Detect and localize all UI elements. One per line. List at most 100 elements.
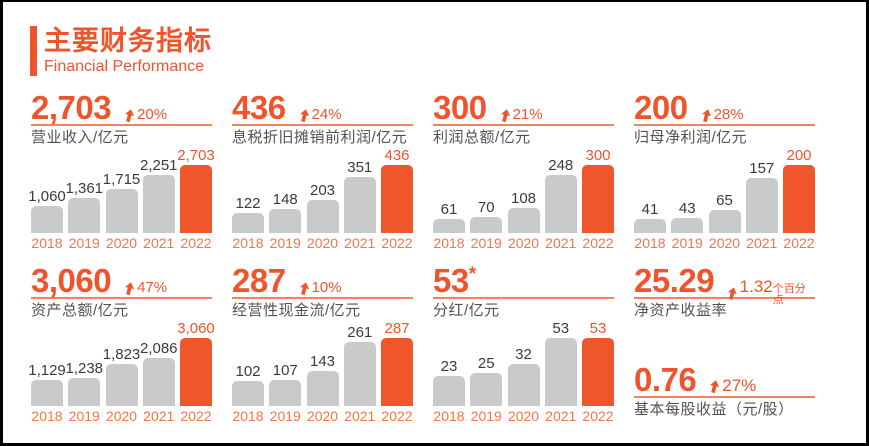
bar-chart-dividend: 23 2018 25 2019 32 2020 53 2021 53 2022 — [433, 321, 614, 424]
bar-column: 23 2018 — [433, 321, 465, 424]
year-label: 2018 — [31, 235, 63, 251]
bar-highlighted — [381, 338, 413, 406]
bar-value-label: 53 — [589, 320, 607, 337]
bar-value-label: 25 — [477, 355, 495, 372]
change-percent: 20% — [137, 106, 168, 123]
year-label: 2020 — [507, 235, 540, 251]
bar-column: 1,060 2018 — [28, 148, 66, 251]
bar-column: 25 2019 — [470, 321, 503, 424]
year-label: 2021 — [143, 235, 175, 251]
metric-label: 营业收入/亿元 — [31, 129, 129, 146]
bar-value-label: 1,129 — [28, 362, 66, 379]
bar — [68, 378, 101, 406]
bar-value-label: 70 — [477, 199, 495, 216]
change-percent: 47% — [137, 279, 168, 296]
bar — [507, 208, 540, 233]
year-label: 2021 — [746, 235, 778, 251]
bar-chart-net-profit: 41 2018 43 2019 65 2020 157 2021 200 2022 — [634, 148, 815, 251]
metric-change: 10% — [299, 280, 342, 295]
bar-column: 300 2022 — [582, 148, 614, 251]
year-label: 2019 — [68, 408, 100, 424]
metric-headline-row: 2,703 20% — [31, 89, 212, 126]
bar-value-label: 43 — [678, 200, 696, 217]
metric-value: 300 — [433, 89, 487, 126]
bar-column: 203 2020 — [306, 148, 339, 251]
metric-change: 47% — [124, 280, 167, 295]
year-label: 2019 — [470, 235, 502, 251]
bar-column: 2,703 2022 — [177, 148, 215, 251]
bar-highlighted — [582, 165, 614, 233]
year-label: 2020 — [306, 408, 339, 424]
up-arrow-icon — [728, 287, 737, 300]
bar-value-label: 2,086 — [139, 340, 178, 357]
metric-label: 息税折旧摊销前利润/亿元 — [232, 129, 408, 146]
accent-bar — [30, 26, 37, 76]
bar-column: 107 2019 — [269, 321, 302, 424]
up-arrow-icon — [701, 109, 711, 122]
bar-column: 2,251 2021 — [139, 148, 178, 251]
metric-value: 0.76 — [634, 361, 697, 398]
metric-value: 25.29 — [634, 262, 715, 299]
year-label: 2022 — [582, 235, 614, 251]
year-label: 2020 — [306, 235, 339, 251]
year-label: 2019 — [269, 235, 301, 251]
bar-column: 53 2021 — [544, 320, 577, 424]
bar — [470, 217, 503, 233]
year-label: 2022 — [381, 408, 413, 424]
metric-label: 资产总额/亿元 — [31, 302, 129, 319]
bar-value-label: 300 — [585, 147, 611, 164]
bar-column: 143 2020 — [306, 321, 339, 424]
bar — [232, 213, 264, 233]
bar-value-label: 108 — [510, 190, 537, 207]
metric-footnote-mark: * — [468, 264, 477, 285]
year-label: 2021 — [545, 235, 577, 251]
metric-headline-row: 0.76 27% — [634, 361, 815, 398]
bar-value-label: 65 — [716, 192, 733, 209]
year-label: 2022 — [582, 408, 614, 424]
bar-value-label: 53 — [552, 320, 570, 337]
year-label: 2018 — [232, 235, 264, 251]
metric-value: 200 — [634, 89, 688, 126]
year-label: 2021 — [143, 408, 175, 424]
bar-value-label: 1,361 — [65, 180, 104, 197]
bar-column: 61 2018 — [433, 148, 465, 251]
bar-value-label: 3,060 — [177, 320, 215, 337]
bar-column: 2,086 2021 — [139, 321, 178, 424]
bar-column: 261 2021 — [343, 321, 376, 424]
bar-value-label: 1,060 — [28, 188, 66, 205]
bar — [745, 178, 778, 233]
bar — [31, 206, 63, 233]
bar-column: 108 2020 — [507, 148, 540, 251]
metric-value: 3,060 — [31, 262, 112, 299]
year-label: 2018 — [433, 408, 465, 424]
bar-value-label: 23 — [440, 358, 458, 375]
bar-highlighted — [582, 338, 614, 406]
metric-headline-row: 436 24% — [232, 91, 413, 126]
bar — [343, 177, 376, 233]
bar — [232, 381, 264, 406]
bar-value-label: 203 — [309, 182, 336, 199]
bar-value-label: 1,238 — [65, 360, 104, 377]
bar-column: 41 2018 — [634, 148, 666, 251]
year-label: 2018 — [634, 235, 666, 251]
metric-change: 21% — [500, 107, 543, 122]
bar-value-label: 122 — [235, 195, 261, 212]
bar — [142, 358, 175, 406]
bar-value-label: 2,251 — [139, 157, 178, 174]
bar-value-label: 61 — [440, 201, 458, 218]
change-percent: 28% — [713, 106, 744, 123]
up-arrow-icon — [125, 109, 135, 122]
metric-panel-ebitda: 436 24% 息税折旧摊销前利润/亿元 122 2018 148 2019 203 20… — [232, 91, 413, 251]
metric-label: 净资产收益率 — [634, 302, 728, 319]
change-percent: 24% — [311, 106, 342, 123]
year-label: 2022 — [180, 408, 212, 424]
up-arrow-icon — [299, 282, 309, 295]
metric-value: 2,703 — [31, 89, 112, 126]
header-text: 主要财务指标 Financial Performance — [44, 26, 212, 76]
change-percent: 21% — [512, 106, 543, 123]
metric-label: 分红/亿元 — [433, 302, 500, 319]
year-label: 2019 — [269, 408, 301, 424]
bar-column: 287 2022 — [381, 321, 413, 424]
year-label: 2020 — [708, 235, 741, 251]
